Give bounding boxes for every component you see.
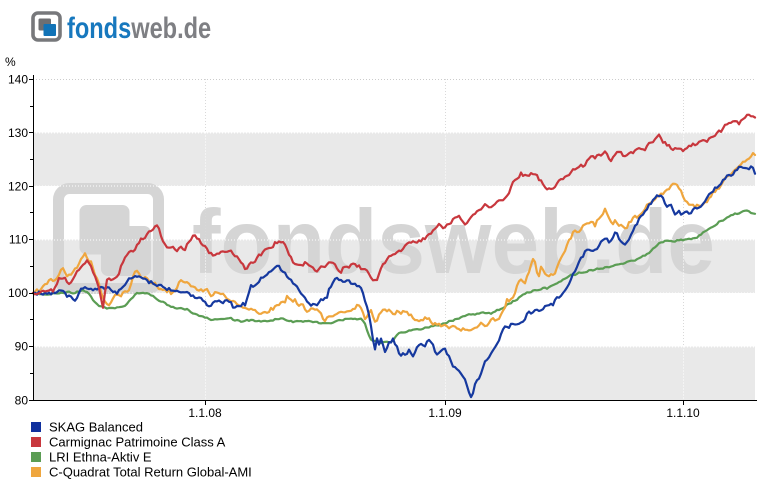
svg-text:120: 120 [8,180,28,194]
svg-text:%: % [5,55,16,69]
svg-text:1.1.09: 1.1.09 [428,406,462,420]
svg-text:Carmignac Patrimoine Class A: Carmignac Patrimoine Class A [49,435,226,450]
svg-text:100: 100 [8,286,28,300]
svg-text:110: 110 [9,233,28,247]
svg-text:C-Quadrat Total Return Global-: C-Quadrat Total Return Global-AMI [49,465,252,480]
svg-text:LRI Ethna-Aktiv E: LRI Ethna-Aktiv E [49,450,152,465]
svg-text:1.1.08: 1.1.08 [188,406,222,420]
svg-text:140: 140 [8,73,28,87]
svg-text:fondsweb.de: fondsweb.de [67,11,211,44]
svg-text:1.1.10: 1.1.10 [666,406,700,420]
svg-text:80: 80 [15,394,29,408]
svg-text:90: 90 [15,340,29,354]
svg-text:SKAG Balanced: SKAG Balanced [49,420,143,435]
svg-text:130: 130 [8,126,28,140]
svg-text:fondsweb.de: fondsweb.de [192,192,715,293]
